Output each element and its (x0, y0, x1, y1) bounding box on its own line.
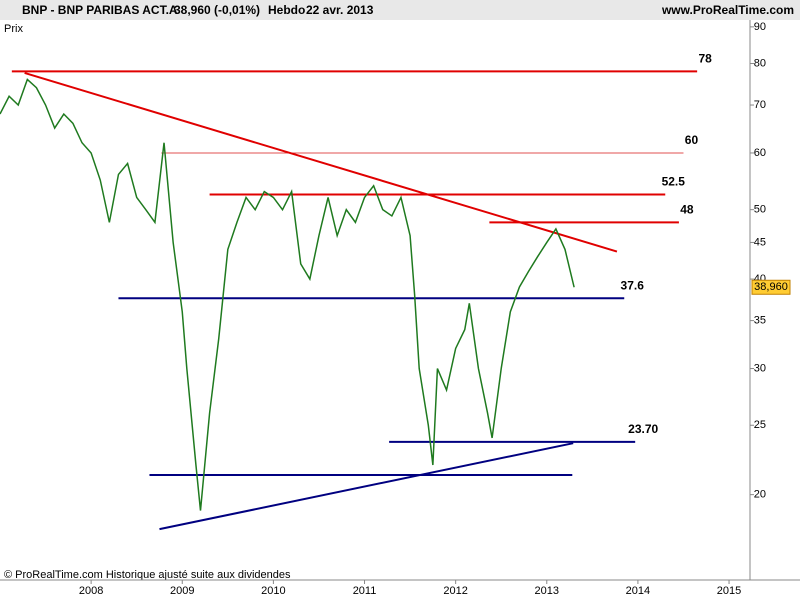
y-tick-label: 20 (754, 489, 766, 501)
x-tick-label: 2014 (626, 585, 650, 597)
date: 22 avr. 2013 (306, 3, 374, 17)
site: www.ProRealTime.com (661, 3, 794, 17)
x-tick-label: 2015 (717, 585, 741, 597)
y-tick-label: 60 (754, 147, 766, 159)
y-tick-label: 45 (754, 236, 766, 248)
x-tick-label: 2012 (443, 585, 467, 597)
y-tick-label: 50 (754, 204, 766, 216)
level-label: 60 (685, 133, 699, 147)
y-tick-label: 90 (754, 21, 766, 33)
x-tick-label: 2010 (261, 585, 285, 597)
level-label: 23.70 (628, 422, 658, 436)
y-tick-label: 35 (754, 315, 766, 327)
y-tick-label: 80 (754, 57, 766, 69)
trend-line (24, 72, 618, 253)
trend-line (159, 442, 574, 531)
x-tick-label: 2008 (79, 585, 103, 597)
level-label: 52.5 (662, 175, 686, 189)
last-price-label: 38,960 (754, 281, 788, 293)
last-price-box (751, 279, 791, 295)
header-bar (0, 0, 800, 20)
y-tick-label: 25 (754, 419, 766, 431)
y-tick-label: 70 (754, 99, 766, 111)
footer: © ProRealTime.com Historique ajusté suit… (4, 569, 291, 581)
symbol: BNP - BNP PARIBAS ACT.A (22, 3, 178, 17)
level-label: 48 (680, 203, 694, 217)
quote: 38,960 (-0,01%) (174, 3, 260, 17)
x-tick-label: 2011 (353, 585, 377, 597)
period: Hebdo (268, 3, 305, 17)
y-tick-label: 30 (754, 362, 766, 374)
level-label: 78 (698, 52, 712, 66)
x-tick-label: 2009 (170, 585, 194, 597)
y-label: Prix (4, 23, 23, 35)
price-line (0, 78, 575, 511)
x-tick-label: 2013 (535, 585, 559, 597)
level-label: 37.6 (621, 278, 645, 292)
